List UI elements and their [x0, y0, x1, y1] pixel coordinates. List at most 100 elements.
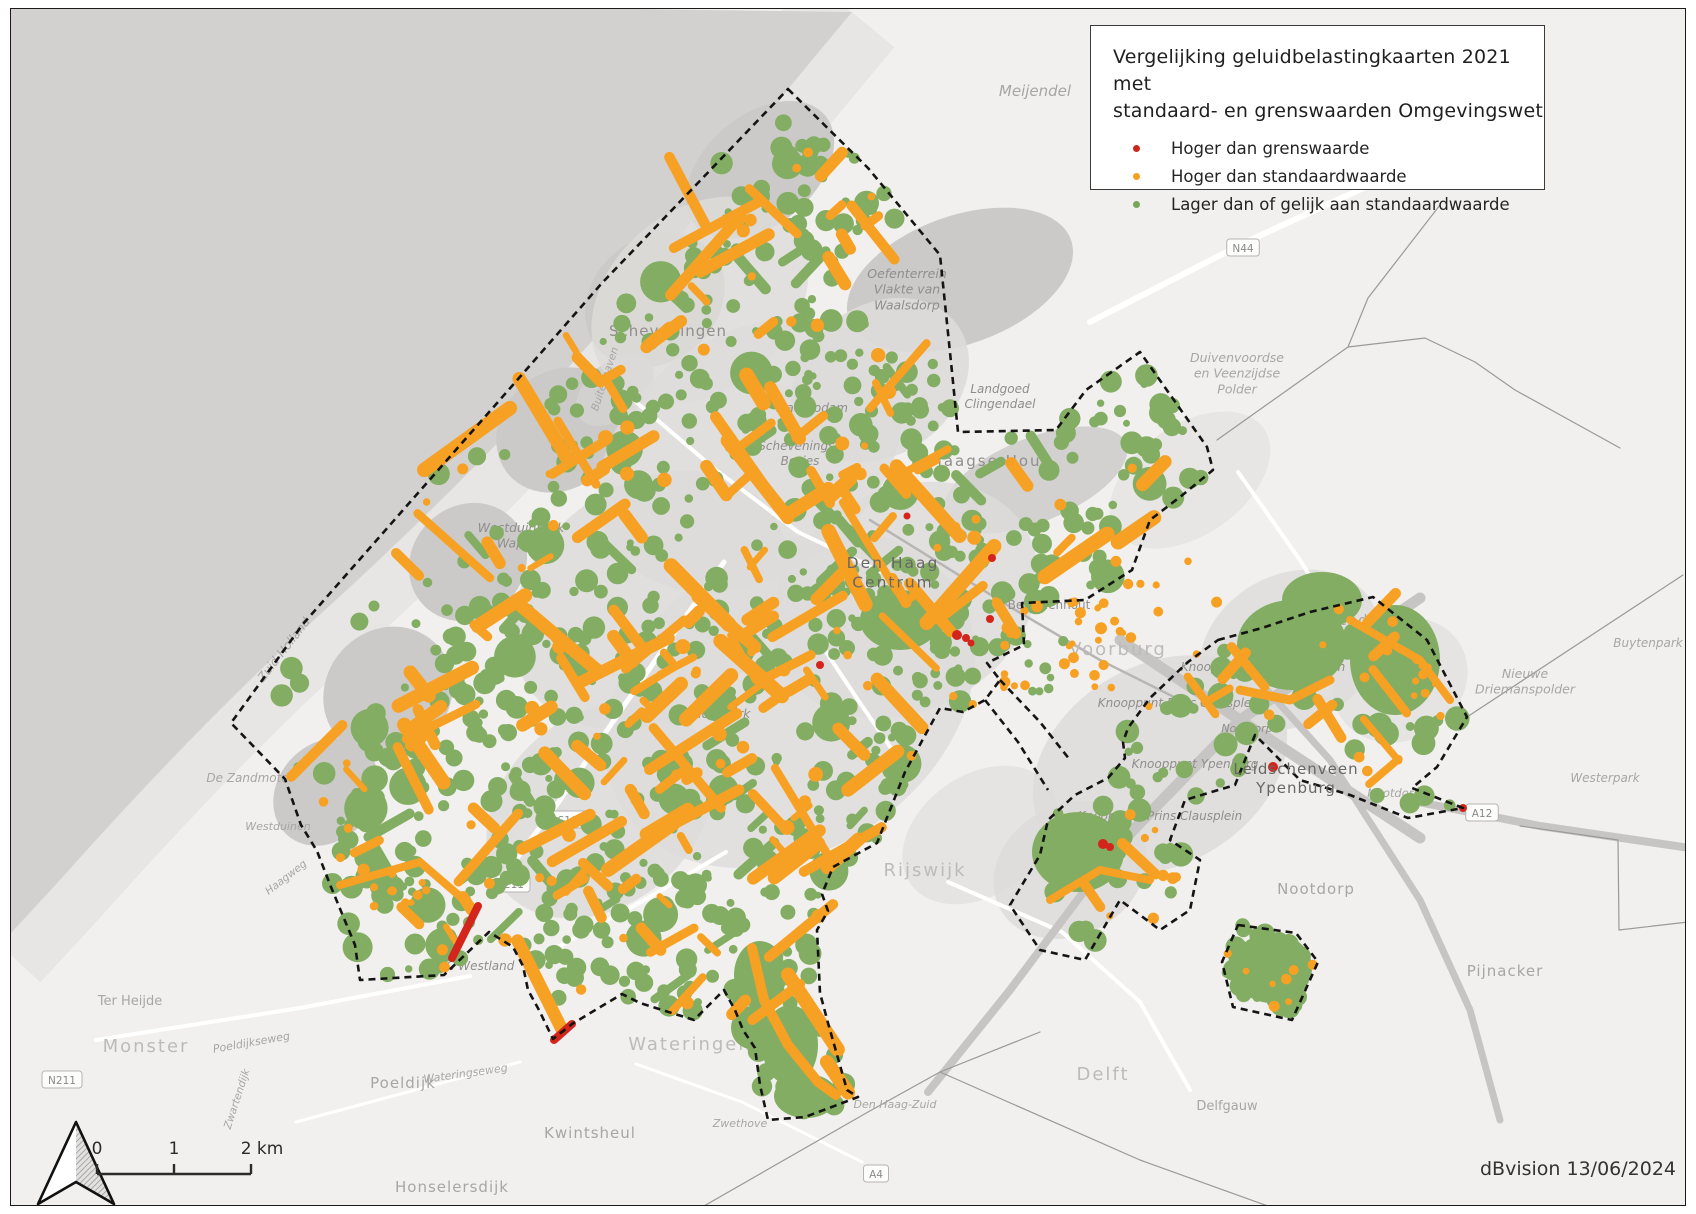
scatter-dot — [1035, 687, 1044, 696]
map-label: ABC Westland — [429, 959, 515, 973]
scatter-dot — [1058, 658, 1070, 670]
admin-line — [1466, 574, 1684, 718]
map-label: Westduinen — [245, 820, 310, 833]
above-limit-layer — [448, 512, 1467, 1044]
scatter-dot — [1000, 670, 1009, 678]
scatter-dot — [1098, 659, 1109, 671]
scatter-dot — [1412, 655, 1422, 665]
scatter-dot — [1418, 669, 1428, 680]
map-label: Den Haag-Zuid — [854, 1098, 938, 1111]
road-badge — [41, 1070, 83, 1089]
municipal-boundary — [229, 87, 1215, 1122]
rail-line — [868, 518, 1182, 702]
scatter-dot — [1069, 668, 1079, 678]
map-label: Rijswijk — [883, 860, 966, 881]
scatter-dot — [1184, 557, 1192, 566]
red-dot — [903, 512, 911, 520]
scale-tick-2: 2 km — [241, 1139, 284, 1159]
scatter-dot — [1006, 629, 1015, 639]
scatter-dot — [1000, 640, 1010, 651]
scatter-dot — [1412, 677, 1420, 685]
admin-line — [1347, 337, 1621, 449]
map-label: Poeldijk — [370, 1074, 436, 1092]
legend-box: Vergelijking geluidbelastingkaarten 2021… — [1090, 25, 1545, 214]
scale-bar: 0 1 2 km — [92, 1139, 284, 1176]
scatter-dot — [1091, 683, 1099, 691]
legend-item-label: Lager dan of gelijk aan standaardwaarde — [1171, 194, 1510, 214]
map-label: Oefenterrein Vlakte van Waalsdorp — [867, 266, 947, 312]
red-dot — [967, 639, 975, 647]
road-line — [94, 974, 472, 1042]
green-dot-icon — [1133, 200, 1140, 208]
red-dot — [986, 615, 994, 623]
road-line — [816, 638, 908, 772]
scatter-dot — [1028, 686, 1037, 696]
map-label: Nootdorp — [1277, 880, 1355, 898]
map-label: Leidschenveen Ypenburg — [1233, 760, 1358, 797]
admin-line — [939, 1071, 1270, 1206]
scatter-dot — [999, 676, 1011, 688]
municipal-boundary — [999, 679, 1072, 761]
map-label: Honselersdijk — [395, 1178, 509, 1196]
scatter-dot — [387, 886, 397, 896]
map-label: Nieuwe Driemanspolder — [1475, 666, 1576, 697]
scatter-dot — [1110, 616, 1120, 626]
scatter-dot — [1094, 636, 1102, 644]
map-label: Kwintsheul — [544, 1124, 636, 1142]
map-label: Den Haag Centrum — [847, 554, 940, 591]
road-badge — [863, 1164, 889, 1183]
map-label: Landgoed Clingendael — [965, 382, 1037, 411]
scatter-dot — [1125, 632, 1137, 643]
red-dot — [1268, 762, 1278, 772]
orange-dot-icon — [1133, 172, 1140, 180]
north-arrow-icon — [36, 1120, 116, 1206]
scatter-dot — [1068, 652, 1079, 664]
scatter-dot — [1098, 598, 1109, 609]
admin-line — [1216, 204, 1441, 441]
red-dot — [1098, 839, 1108, 849]
red-dot — [952, 630, 962, 640]
map-label: Ter Heijde — [97, 994, 162, 1009]
map-label: Delfgauw — [1196, 1099, 1258, 1114]
scatter-dot — [1023, 640, 1032, 649]
admin-line — [702, 1031, 1041, 1206]
highway-line — [924, 866, 1104, 1096]
road-badge-label: A12 — [1472, 808, 1493, 820]
red-dot-icon — [1133, 144, 1140, 152]
road-line — [946, 880, 1192, 1092]
scatter-dot — [1089, 670, 1100, 681]
municipal-boundary — [983, 699, 1050, 791]
road-badge-label: N44 — [1232, 243, 1254, 255]
road-line — [634, 1062, 864, 1164]
map-label: Zwethove — [712, 1117, 768, 1130]
legend-items: Hoger dan grenswaarde Hoger dan standaar… — [1113, 134, 1544, 218]
scatter-dot — [1074, 607, 1086, 619]
scale-bar-line — [95, 1164, 253, 1176]
map-label: Monster — [103, 1036, 190, 1057]
scatter-dot — [1110, 555, 1122, 567]
legend-item-standaardwaarde: Hoger dan standaardwaarde — [1113, 162, 1544, 190]
red-dot — [962, 634, 970, 642]
scatter-dot — [1211, 596, 1223, 608]
map-label: Delft — [1076, 1064, 1129, 1085]
map-label: Voorburg — [1069, 639, 1167, 660]
legend-item-grenswaarde: Hoger dan grenswaarde — [1113, 134, 1544, 162]
scatter-dot — [1382, 645, 1393, 656]
road-badge-label: A4 — [869, 1169, 883, 1181]
legend-title-line2: standaard- en grenswaarden Omgevingswet — [1113, 100, 1544, 122]
scatter-dot — [1039, 662, 1052, 675]
scatter-dot — [422, 886, 431, 895]
scatter-dot — [1094, 604, 1101, 612]
scatter-dot — [401, 898, 410, 908]
admin-line — [1519, 825, 1686, 931]
road-badge — [1226, 238, 1260, 257]
red-dot — [1106, 843, 1114, 851]
scatter-dot — [1122, 578, 1134, 590]
legend-item-label: Hoger dan standaardwaarde — [1171, 166, 1407, 186]
scatter-dot — [418, 879, 426, 887]
scatter-dot — [1152, 581, 1160, 589]
highway-line — [1236, 656, 1504, 1124]
scatter-dot — [1020, 606, 1029, 616]
